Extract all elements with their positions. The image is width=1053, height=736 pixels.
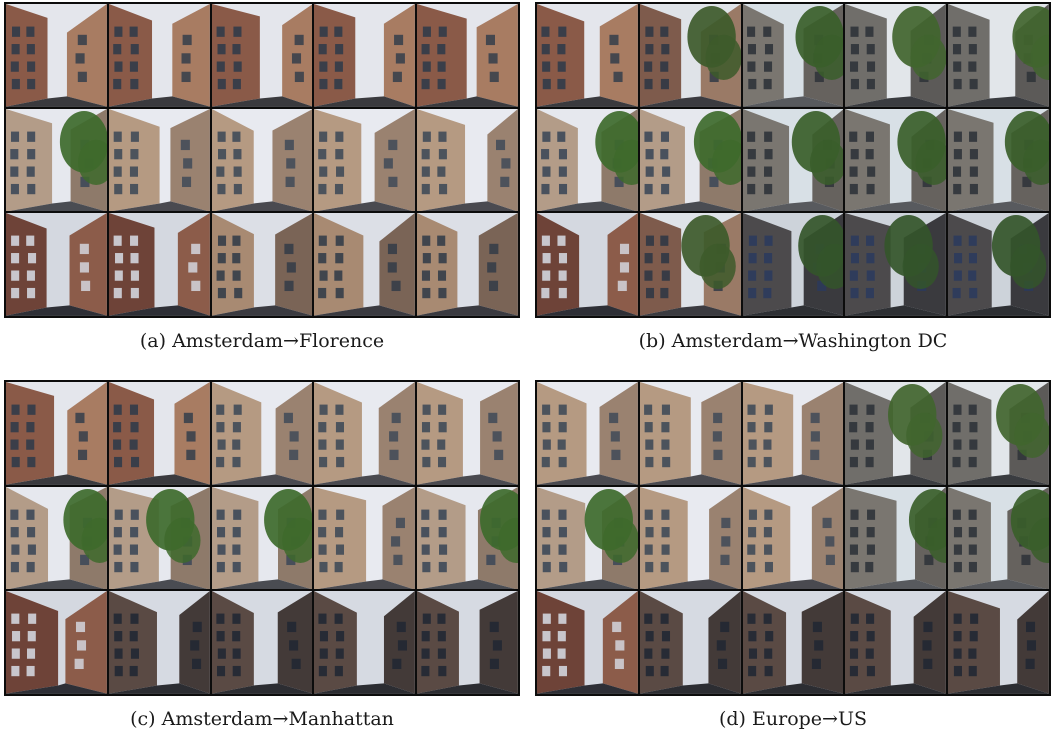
street-view-image	[108, 486, 210, 590]
street-view-image	[211, 4, 313, 107]
panel-caption: (b) Amsterdam→Washington DC	[638, 330, 948, 352]
street-view-image	[314, 382, 416, 485]
street-view-image	[537, 382, 638, 485]
street-view-image	[314, 4, 416, 107]
street-view-image	[417, 382, 518, 485]
street-view-image	[948, 213, 1049, 316]
street-view-image	[417, 591, 518, 694]
street-view-image	[845, 4, 947, 107]
street-view-image	[6, 4, 107, 107]
street-view-image	[845, 213, 947, 316]
image-grid	[535, 380, 1051, 696]
street-view-image	[742, 486, 844, 590]
street-view-image	[639, 213, 741, 316]
street-view-image	[314, 591, 416, 694]
street-view-image	[417, 108, 518, 212]
street-view-image	[537, 213, 638, 316]
image-grid	[4, 2, 520, 318]
street-view-image	[211, 486, 313, 590]
panel-b: (b) Amsterdam→Washington DC	[535, 2, 1051, 354]
street-view-image	[6, 108, 107, 212]
image-grid	[535, 2, 1051, 318]
street-view-image	[639, 591, 741, 694]
street-view-image	[639, 4, 741, 107]
street-view-image	[742, 382, 844, 485]
street-view-image	[417, 213, 518, 316]
street-view-image	[211, 382, 313, 485]
panel-caption: (a) Amsterdam→Florence	[139, 330, 385, 352]
street-view-image	[948, 4, 1049, 107]
street-view-image	[845, 382, 947, 485]
street-view-image	[6, 382, 107, 485]
street-view-image	[948, 382, 1049, 485]
street-view-image	[108, 108, 210, 212]
street-view-image	[639, 486, 741, 590]
street-view-image	[537, 486, 638, 590]
street-view-image	[211, 108, 313, 212]
street-view-image	[845, 591, 947, 694]
street-view-image	[6, 591, 107, 694]
street-view-image	[948, 486, 1049, 590]
street-view-image	[314, 213, 416, 316]
panel-caption: (c) Amsterdam→Manhattan	[130, 708, 394, 730]
street-view-image	[742, 4, 844, 107]
street-view-image	[6, 486, 107, 590]
street-view-image	[314, 108, 416, 212]
street-view-image	[417, 486, 518, 590]
panel-d: (d) Europe→US	[535, 380, 1051, 732]
street-view-image	[742, 213, 844, 316]
street-view-image	[742, 591, 844, 694]
street-view-image	[108, 4, 210, 107]
street-view-image	[845, 486, 947, 590]
street-view-image	[537, 591, 638, 694]
street-view-image	[211, 213, 313, 316]
street-view-image	[948, 108, 1049, 212]
panel-caption: (d) Europe→US	[718, 708, 867, 730]
street-view-image	[742, 108, 844, 212]
street-view-image	[845, 108, 947, 212]
street-view-image	[948, 591, 1049, 694]
street-view-image	[537, 4, 638, 107]
street-view-image	[108, 213, 210, 316]
street-view-image	[108, 591, 210, 694]
image-grid	[4, 380, 520, 696]
street-view-image	[639, 108, 741, 212]
panel-a: (a) Amsterdam→Florence	[4, 2, 520, 354]
street-view-image	[6, 213, 107, 316]
panel-c: (c) Amsterdam→Manhattan	[4, 380, 520, 732]
street-view-image	[639, 382, 741, 485]
street-view-image	[537, 108, 638, 212]
street-view-image	[211, 591, 313, 694]
street-view-image	[108, 382, 210, 485]
street-view-image	[314, 486, 416, 590]
street-view-image	[417, 4, 518, 107]
